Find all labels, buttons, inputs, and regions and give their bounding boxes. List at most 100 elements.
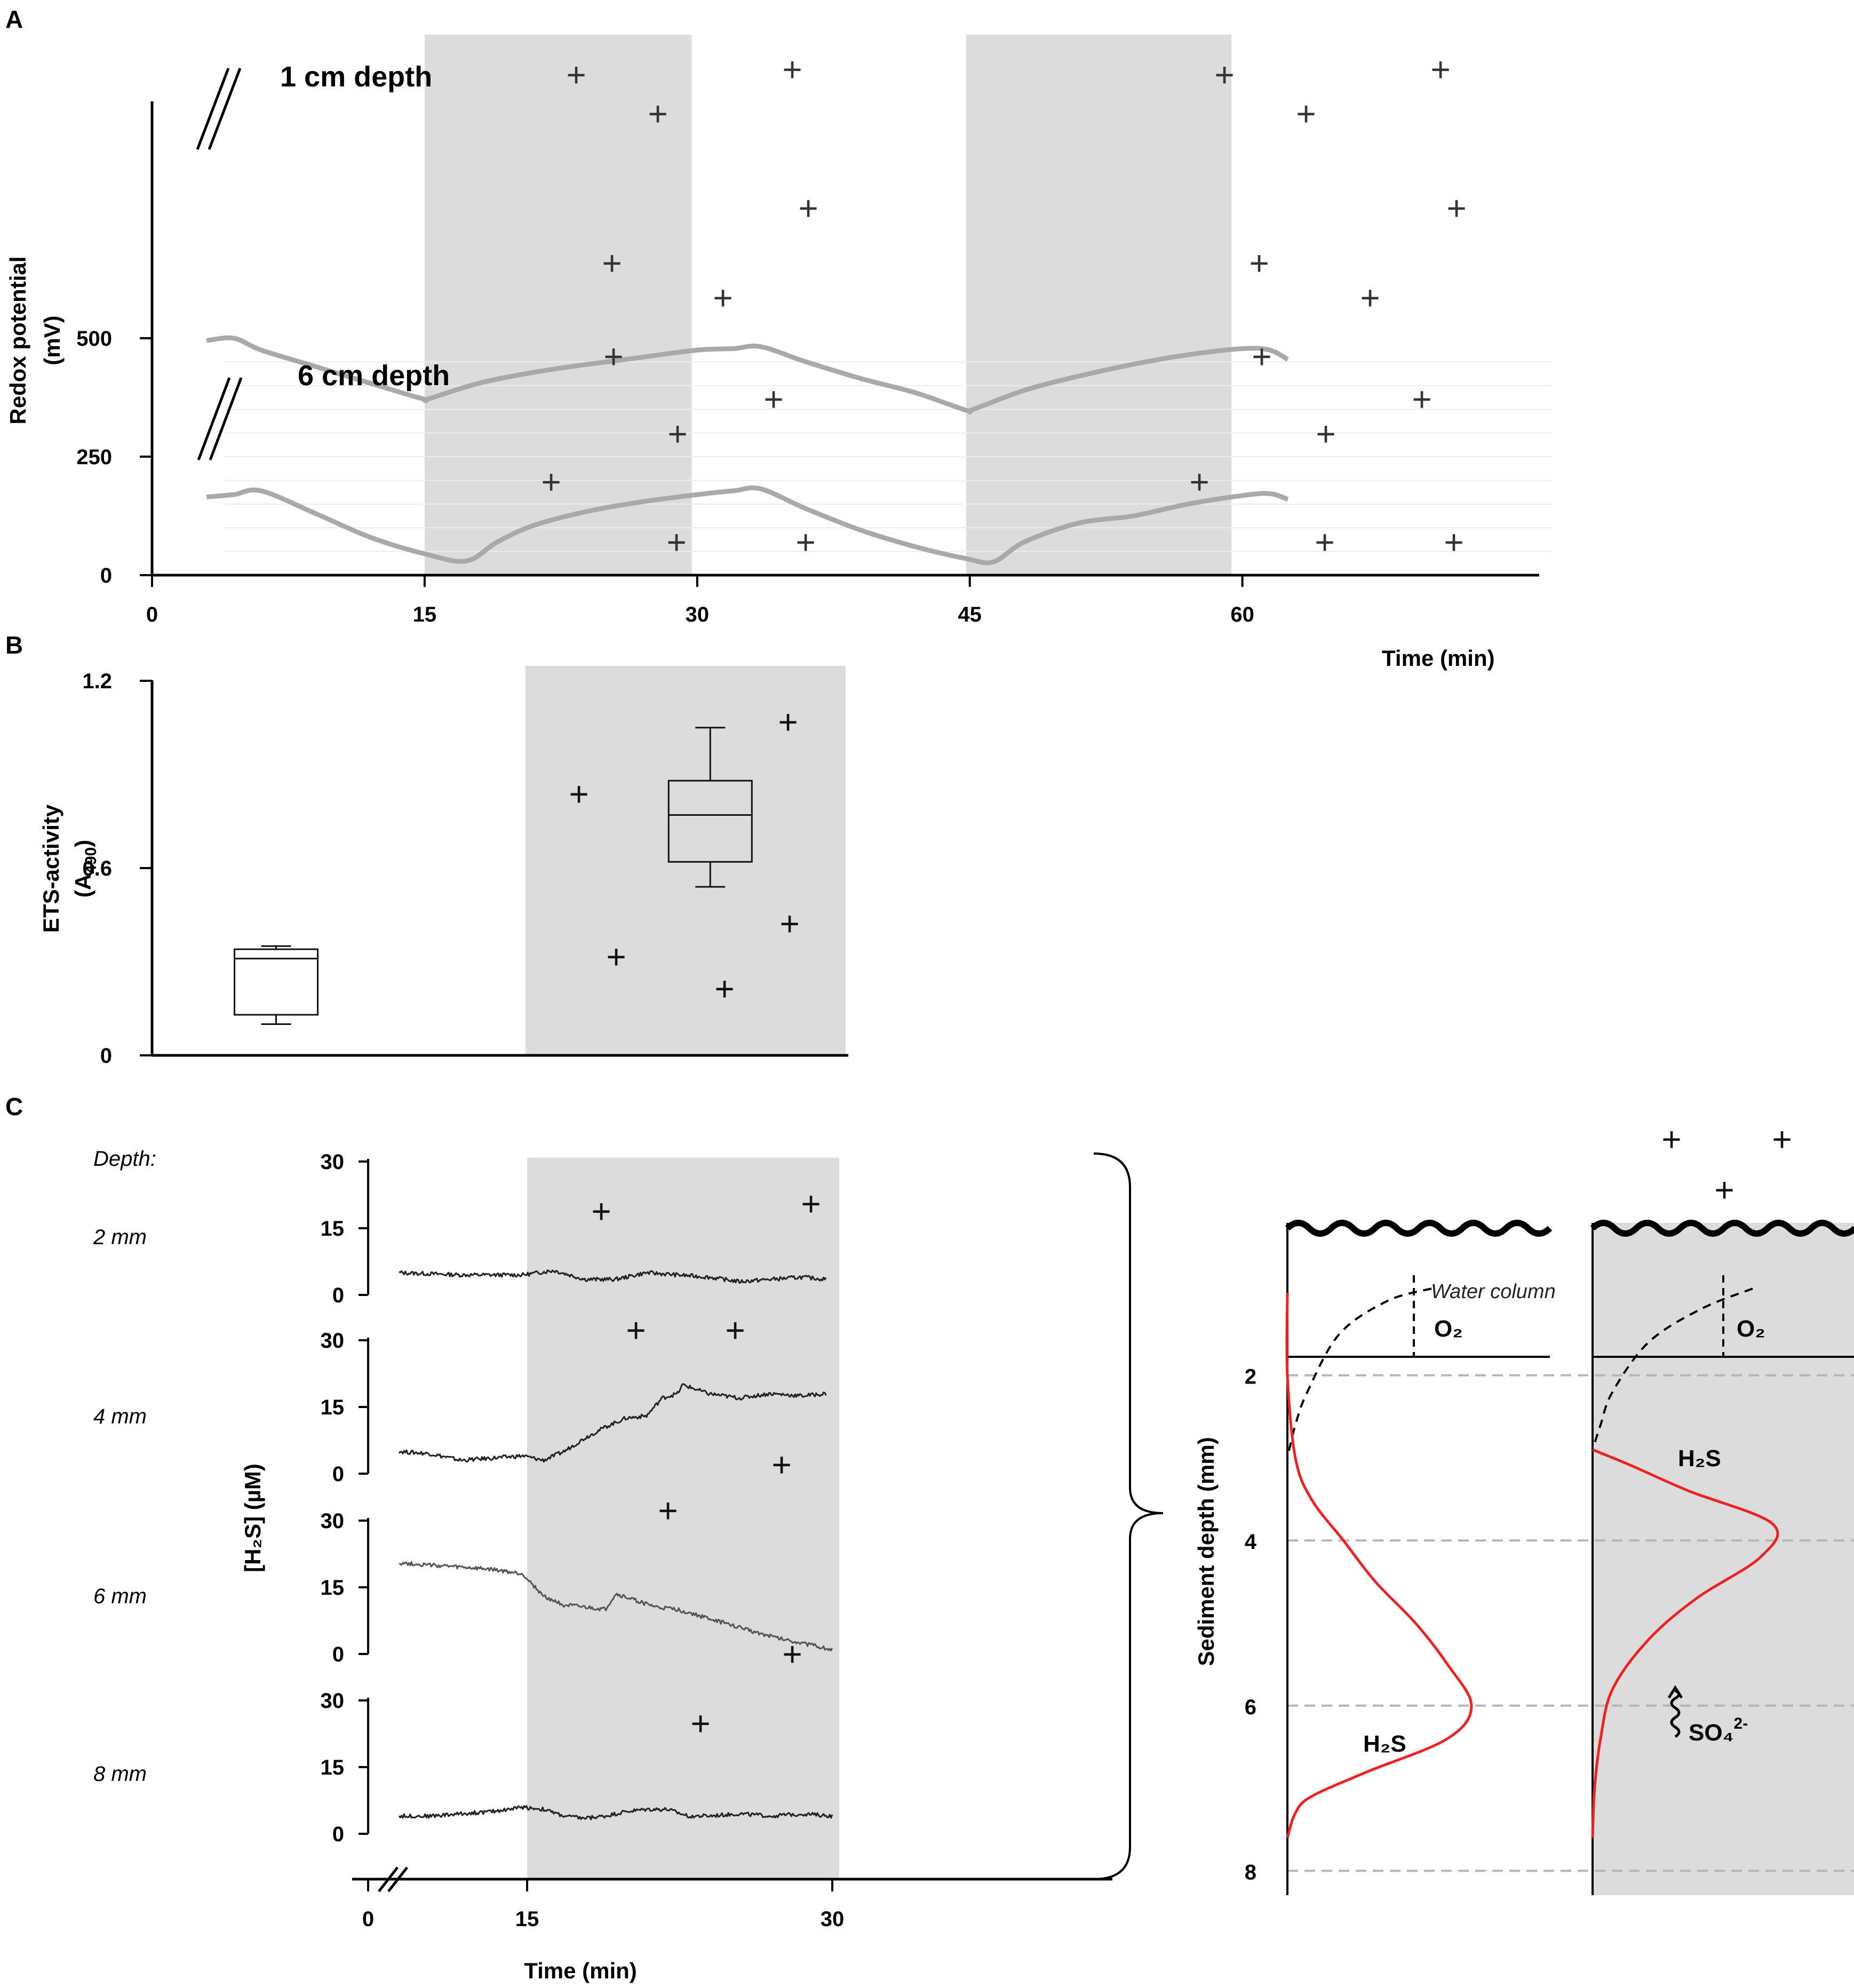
a-y-tick-label: 0 (100, 564, 112, 587)
plus-mark: + (666, 523, 686, 561)
b-unit-close: ) (70, 840, 96, 847)
so4-base: SO₄ (1689, 1720, 1734, 1746)
c-label-4mm: 4 mm (93, 1405, 147, 1428)
plus-mark: + (603, 337, 623, 376)
c-curly-brace (1093, 1152, 1164, 1880)
plus-mark: + (667, 415, 687, 453)
a-x-tick-label: 0 (146, 603, 158, 626)
c-depth-header: Depth: (93, 1147, 156, 1171)
c-y-tick-label: 15 (321, 1576, 345, 1600)
plus-mark: + (1446, 189, 1466, 227)
c-x-axis-title: Time (min) (524, 1958, 637, 1983)
c-x-tick-label: 30 (821, 1907, 845, 1931)
plus-mark: + (602, 244, 622, 282)
profile-depth-guides (1287, 1374, 1854, 1872)
c-axis-break-marks (378, 1866, 408, 1892)
b-box-1 (234, 948, 319, 1016)
profile-water-column-label: Water column (1431, 1281, 1556, 1303)
plus-mark: + (771, 1445, 791, 1484)
a-y-axis-title-line2: (mV) (39, 315, 65, 365)
profile-left-h2s-label: H₂S (1363, 1731, 1406, 1757)
plus-mark: + (714, 969, 734, 1008)
plus-mark: + (1315, 523, 1334, 561)
c-x-tick-label: 0 (362, 1907, 374, 1931)
plus-mark: + (591, 1192, 611, 1230)
profile-right-water-surface (1590, 1220, 1854, 1237)
b-boxplots (234, 727, 753, 1025)
c-subplot-4mm: 0 15 30 (321, 1329, 827, 1486)
b-y-tick-label: 0.6 (82, 857, 112, 880)
c-y-tick-label: 0 (332, 1823, 344, 1846)
c-y-tick-label: 30 (321, 1689, 345, 1713)
plus-mark: + (763, 380, 783, 418)
panel-label-a: A (5, 5, 23, 33)
c-label-6mm: 6 mm (93, 1585, 147, 1608)
profile-right-shade (1593, 1223, 1854, 1895)
a-y-ticks: 0 250 500 (76, 327, 152, 587)
plus-mark: + (1360, 279, 1380, 317)
c-y-tick-label: 0 (332, 1462, 344, 1486)
c-y-tick-label: 30 (321, 1150, 345, 1174)
panel-a: A 0 250 500 0 15 30 45 60 Redox potential (mV)… (5, 5, 1553, 671)
c-y-tick-label: 15 (321, 1396, 345, 1419)
plus-mark: + (713, 279, 733, 317)
c-y-tick-label: 30 (321, 1329, 345, 1353)
a-y-axis-title-line1: Redox potential (5, 256, 30, 424)
plus-mark: + (1430, 50, 1450, 89)
c-y-tick-label: 0 (332, 1643, 344, 1666)
c-series-line-8mm (398, 1805, 833, 1820)
profile-right-h2s-label: H₂S (1678, 1445, 1721, 1472)
profile-depth-tick-label: 2 (1245, 1365, 1256, 1389)
b-y-tick-label: 0 (100, 1044, 112, 1068)
a-x-tick-label: 30 (686, 603, 710, 626)
profile-y-axis-title: Sediment depth (mm) (1193, 1437, 1219, 1666)
plus-mark: + (626, 1311, 646, 1349)
b-plus-marks: + + + + + (569, 703, 799, 1008)
profile-depth-tick-label: 8 (1245, 1860, 1256, 1884)
plus-mark: + (1444, 523, 1463, 561)
profile-left-water-surface (1285, 1220, 1553, 1237)
a-series-line-1 (206, 335, 1290, 415)
c-y-axis-title: [H₂S] (µM) (240, 1464, 265, 1572)
profile-left-o2-label: O₂ (1434, 1316, 1463, 1342)
plus-mark: + (1296, 94, 1316, 133)
profile-depth-tick-label: 4 (1245, 1530, 1257, 1554)
plus-mark: + (541, 463, 561, 501)
c-x-ticks: 0 15 30 (362, 1879, 844, 1931)
c-subplot-6mm: 0 15 30 (321, 1509, 833, 1666)
profile-depth-tick-label: 6 (1245, 1696, 1256, 1719)
plus-mark: + (658, 1491, 678, 1530)
a-y-tick-label: 500 (76, 327, 112, 351)
plus-mark: + (1316, 415, 1335, 453)
so4-superscript: 2- (1734, 1715, 1748, 1732)
a-x-axis-title: Time (min) (1382, 646, 1495, 671)
c-subplot-2mm: 0 15 30 (321, 1150, 827, 1307)
plus-mark: + (1249, 244, 1269, 282)
plus-mark: + (1772, 1120, 1792, 1158)
a-plus-marks: + + + + + + + + + + + + + + + + + + + + … (541, 50, 1466, 561)
c-label-8mm: 8 mm (93, 1762, 147, 1786)
c-y-tick-label: 15 (321, 1217, 345, 1240)
plus-mark: + (569, 775, 588, 813)
profile-right-h2s-curve (1591, 1448, 1779, 1838)
c-subplots: 0 15 30 0 15 30 0 15 30 0 15 30 (321, 1150, 833, 1846)
so4-diffusion-squiggle (1670, 1689, 1681, 1738)
profile-curves (1285, 1287, 1779, 1839)
c-series-line-6mm (399, 1561, 833, 1651)
c-y-tick-label: 0 (332, 1284, 344, 1307)
c-sediment-profiles: 2 4 6 8 Sediment depth (mm) Water column O₂… (1193, 1120, 1854, 1895)
plus-mark: + (795, 523, 815, 561)
plus-mark: + (566, 55, 586, 94)
a-x-tick-label: 45 (958, 603, 982, 626)
c-y-tick-label: 30 (321, 1509, 345, 1533)
b-shaded-interval (526, 666, 846, 1054)
profile-so4-label: SO₄2- (1689, 1715, 1748, 1746)
a-series-lines (206, 335, 1290, 566)
b-y-ticks: 0 0.6 1.2 (82, 670, 152, 1068)
profile-left-h2s-curve (1285, 1292, 1473, 1839)
plus-mark: + (1714, 1171, 1734, 1209)
c-y-tick-label: 15 (321, 1756, 345, 1779)
plus-mark: + (798, 189, 818, 227)
a-series-line-2 (206, 485, 1289, 566)
